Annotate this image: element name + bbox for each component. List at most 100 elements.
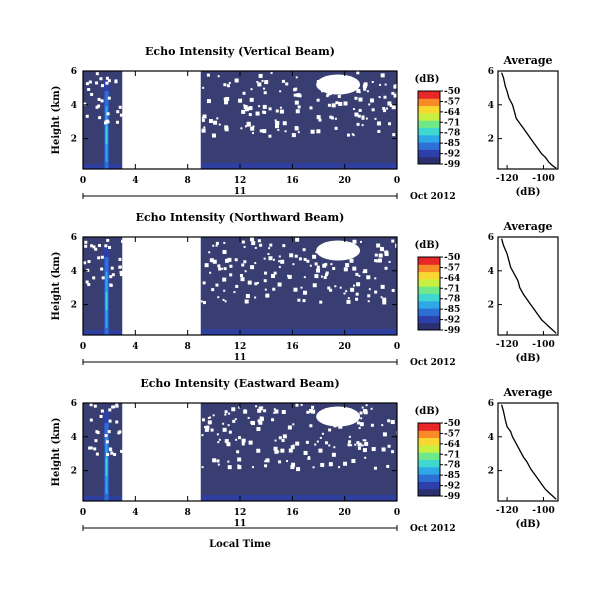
- missing-pixel: [300, 403, 303, 406]
- colorbar-segment: [418, 300, 440, 309]
- missing-pixel: [201, 118, 205, 122]
- missing-pixel: [359, 422, 364, 427]
- x-tick-label: 20: [338, 176, 351, 186]
- x-tick-label: 0: [80, 342, 86, 352]
- missing-pixel: [389, 103, 393, 107]
- missing-pixel: [376, 121, 381, 126]
- colorbar-segment: [418, 444, 440, 453]
- missing-pixel: [257, 82, 262, 87]
- missing-pixel: [374, 253, 378, 257]
- colorbar-tick-label: -99: [444, 326, 460, 336]
- missing-pixel: [303, 290, 308, 295]
- x-tick-label: 4: [132, 176, 138, 186]
- colorbar-segment: [418, 91, 440, 99]
- missing-pixel: [280, 259, 285, 264]
- near-surface-echo-band-early: [83, 164, 123, 169]
- missing-pixel: [205, 425, 210, 430]
- missing-pixel: [382, 297, 387, 302]
- missing-pixel: [285, 82, 289, 86]
- missing-pixel: [89, 418, 93, 422]
- missing-pixel: [114, 79, 118, 83]
- missing-pixel: [243, 260, 247, 264]
- near-surface-echo-band-early: [83, 330, 123, 335]
- missing-pixel: [279, 106, 282, 109]
- missing-pixel: [249, 97, 254, 102]
- x-tick-label: 16: [286, 508, 299, 518]
- missing-pixel: [251, 132, 254, 135]
- missing-pixel: [314, 262, 318, 266]
- missing-pixel: [243, 245, 246, 248]
- missing-pixel: [318, 448, 323, 453]
- missing-pixel: [393, 93, 398, 98]
- missing-pixel: [326, 95, 329, 98]
- missing-pixel: [215, 241, 219, 245]
- missing-pixel: [107, 430, 111, 434]
- missing-pixel: [280, 448, 285, 453]
- missing-pixel: [391, 105, 396, 110]
- missing-pixel: [348, 440, 352, 444]
- colorbar-segment: [418, 466, 440, 475]
- missing-pixel: [240, 277, 245, 282]
- missing-pixel: [294, 254, 298, 258]
- missing-pixel: [325, 271, 329, 275]
- missing-pixel: [254, 282, 258, 286]
- missing-pixel: [303, 450, 308, 455]
- missing-pixel: [217, 463, 220, 466]
- missing-pixel: [380, 296, 383, 299]
- panel-3: Echo Intensity (Eastward Beam) 6 4 2 Height …: [51, 377, 559, 550]
- missing-pixel: [259, 129, 263, 133]
- missing-pixel: [374, 259, 378, 263]
- missing-pixel: [360, 417, 363, 420]
- y-axis-label: Height (km): [51, 252, 62, 321]
- colorbar-tick-label: -92: [444, 150, 460, 160]
- missing-pixel: [384, 83, 387, 86]
- missing-pixel: [330, 116, 334, 120]
- colorbar-tick-label: -71: [444, 450, 460, 460]
- missing-pixel: [85, 114, 89, 118]
- y-tick-label: 6: [71, 233, 77, 243]
- average-x-tick-label: -100: [532, 174, 555, 184]
- average-title: Average: [502, 386, 552, 399]
- missing-pixel: [288, 448, 293, 453]
- missing-pixel: [258, 420, 263, 425]
- missing-pixel: [237, 457, 242, 462]
- missing-pixel: [331, 103, 336, 108]
- missing-pixel: [97, 104, 101, 108]
- missing-pixel: [294, 87, 298, 91]
- missing-pixel: [271, 418, 275, 422]
- missing-pixel: [207, 416, 210, 419]
- missing-pixel: [391, 91, 395, 95]
- missing-pixel: [292, 263, 295, 266]
- missing-pixel: [264, 464, 268, 468]
- missing-pixel: [235, 284, 239, 288]
- date-label: 11: [234, 519, 247, 529]
- missing-pixel: [302, 299, 306, 303]
- x-tick-label: 8: [185, 176, 191, 186]
- missing-pixel: [382, 432, 387, 437]
- missing-pixel: [312, 466, 315, 469]
- missing-pixel: [218, 123, 221, 126]
- missing-pixel: [343, 461, 348, 466]
- missing-pixel: [255, 405, 258, 408]
- missing-pixel: [250, 88, 253, 91]
- x-tick-label: 12: [234, 176, 247, 186]
- missing-pixel: [274, 439, 277, 442]
- missing-pixel: [296, 93, 301, 98]
- missing-pixel: [267, 253, 270, 256]
- missing-pixel: [318, 118, 322, 122]
- missing-pixel: [315, 251, 318, 254]
- missing-pixel: [346, 299, 351, 304]
- missing-data-gap: [122, 403, 201, 501]
- missing-pixel: [290, 445, 295, 450]
- colorbar-tick-label: -92: [444, 482, 460, 492]
- y-tick-label: 2: [71, 135, 77, 145]
- missing-pixel: [240, 127, 243, 130]
- missing-pixel: [388, 122, 392, 126]
- missing-pixel: [337, 94, 341, 98]
- y-tick-label: 2: [71, 301, 77, 311]
- missing-pixel: [104, 244, 108, 248]
- average-y-tick-label: 6: [488, 67, 494, 77]
- missing-pixel: [106, 120, 110, 124]
- missing-pixel: [227, 465, 232, 470]
- missing-pixel: [238, 98, 243, 103]
